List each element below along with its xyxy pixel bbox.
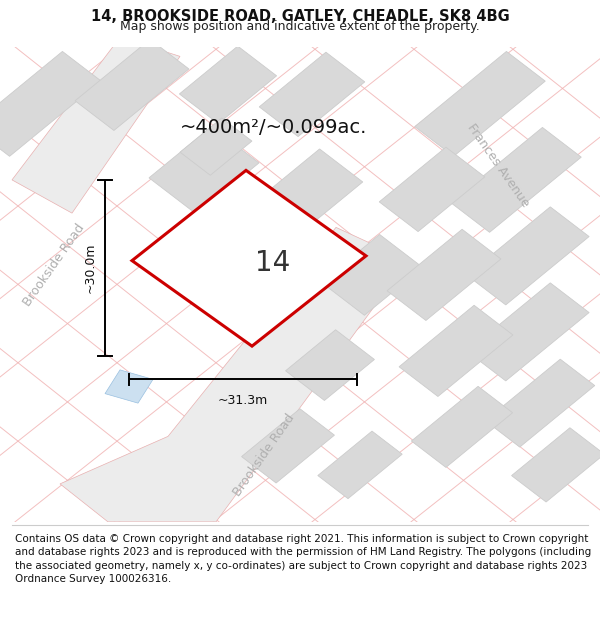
Text: Brookside Road: Brookside Road xyxy=(231,412,297,499)
Polygon shape xyxy=(261,149,363,230)
Polygon shape xyxy=(259,52,365,136)
Polygon shape xyxy=(387,229,501,321)
Polygon shape xyxy=(321,234,423,315)
Polygon shape xyxy=(75,39,189,131)
Polygon shape xyxy=(179,46,277,124)
Polygon shape xyxy=(180,118,252,175)
Text: Contains OS data © Crown copyright and database right 2021. This information is : Contains OS data © Crown copyright and d… xyxy=(15,534,591,584)
Polygon shape xyxy=(399,305,513,396)
Polygon shape xyxy=(105,370,153,403)
Polygon shape xyxy=(242,409,334,483)
Polygon shape xyxy=(412,386,512,468)
Text: Brookside Road: Brookside Road xyxy=(21,222,87,309)
Polygon shape xyxy=(467,207,589,305)
Polygon shape xyxy=(132,171,366,346)
Text: Map shows position and indicative extent of the property.: Map shows position and indicative extent… xyxy=(120,20,480,32)
Polygon shape xyxy=(60,228,408,522)
Polygon shape xyxy=(415,51,545,156)
Text: 14: 14 xyxy=(256,249,290,277)
Polygon shape xyxy=(12,38,180,213)
Polygon shape xyxy=(318,431,402,499)
Polygon shape xyxy=(379,148,485,231)
Polygon shape xyxy=(0,51,101,156)
Polygon shape xyxy=(451,127,581,232)
Polygon shape xyxy=(485,359,595,447)
Polygon shape xyxy=(149,127,259,214)
Text: 14, BROOKSIDE ROAD, GATLEY, CHEADLE, SK8 4BG: 14, BROOKSIDE ROAD, GATLEY, CHEADLE, SK8… xyxy=(91,9,509,24)
Text: ~30.0m: ~30.0m xyxy=(83,242,97,293)
Polygon shape xyxy=(512,428,600,502)
Text: ~400m²/~0.099ac.: ~400m²/~0.099ac. xyxy=(180,118,367,137)
Polygon shape xyxy=(286,330,374,401)
Text: Frances Avenue: Frances Avenue xyxy=(464,121,532,210)
Polygon shape xyxy=(467,283,589,381)
Text: ~31.3m: ~31.3m xyxy=(218,394,268,408)
